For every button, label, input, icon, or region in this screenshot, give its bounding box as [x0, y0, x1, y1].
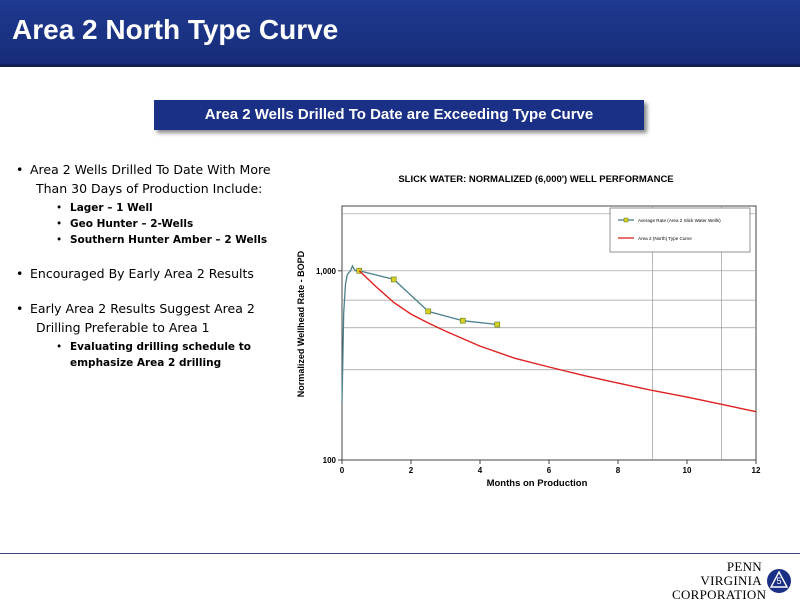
- data-point: [390, 276, 397, 283]
- bullet-item: • Early Area 2 Results Suggest Area 2 Dr…: [16, 299, 306, 371]
- title-divider: [0, 64, 800, 67]
- series-line: [358, 270, 757, 413]
- chart-svg: SLICK WATER: NORMALIZED (6,000') WELL PE…: [296, 174, 761, 489]
- logo-line-1: PENN VIRGINIA: [700, 559, 762, 588]
- y-tick-label: 100: [323, 456, 337, 465]
- data-point: [459, 317, 466, 324]
- bullet-item: • Encouraged By Early Area 2 Results: [16, 264, 306, 283]
- bullet-text: Early Area 2 Results Suggest Area 2: [30, 301, 255, 316]
- sub-bullet-item: Evaluating drilling schedule to emphasiz…: [56, 339, 306, 371]
- banner: Area 2 Wells Drilled To Date are Exceedi…: [154, 100, 644, 130]
- sub-bullet-item: Lager – 1 Well: [56, 200, 306, 216]
- data-point: [494, 321, 501, 328]
- logo-badge-icon: [767, 569, 791, 593]
- footer-divider: [0, 553, 800, 554]
- y-tick-label: 1,000: [316, 267, 337, 276]
- logo-line-2: CORPORATION: [672, 587, 767, 602]
- chart-ylabel: Normalized Wellhead Rate - BOPD: [296, 250, 306, 397]
- sub-bullet-item: Geo Hunter – 2-Wells: [56, 216, 306, 232]
- bullet-text-cont: Drilling Preferable to Area 1: [36, 320, 210, 335]
- series-line: [341, 264, 498, 404]
- page-number: 5: [776, 576, 782, 586]
- legend-label: Average Rate (Area 2 Slick Water Wells): [638, 218, 721, 223]
- data-point: [425, 308, 432, 315]
- page-title: Area 2 North Type Curve: [12, 14, 339, 45]
- legend-marker: [623, 217, 629, 223]
- legend-box: [609, 207, 751, 253]
- chart-title: SLICK WATER: NORMALIZED (6,000') WELL PE…: [398, 174, 673, 185]
- bullet-text: Encouraged By Early Area 2 Results: [30, 266, 254, 281]
- x-tick-label: 10: [683, 466, 692, 475]
- data-point: [356, 267, 363, 274]
- sub-bullet-list: Evaluating drilling schedule to emphasiz…: [56, 339, 306, 371]
- bullet-text-cont: Than 30 Days of Production Include:: [36, 181, 263, 196]
- bullet-list: • Area 2 Wells Drilled To Date With More…: [16, 160, 306, 387]
- title-bar: Area 2 North Type Curve: [0, 0, 800, 64]
- x-tick-label: 2: [409, 466, 414, 475]
- bullet-marker: •: [16, 301, 24, 316]
- chart-xlabel: Months on Production: [487, 478, 588, 489]
- x-tick-label: 8: [616, 466, 621, 475]
- bullet-text: Area 2 Wells Drilled To Date With More: [30, 162, 271, 177]
- company-logo: PENN VIRGINIA CORPORATION: [672, 559, 767, 602]
- legend-label: Area 2 (North) Type Curve: [638, 236, 692, 241]
- bullet-marker: •: [16, 266, 24, 281]
- x-tick-label: 12: [752, 466, 761, 475]
- bullet-item: • Area 2 Wells Drilled To Date With More…: [16, 160, 306, 248]
- x-tick-label: 4: [478, 466, 483, 475]
- x-tick-label: 6: [547, 466, 552, 475]
- sub-bullet-list: Lager – 1 Well Geo Hunter – 2-Wells Sout…: [56, 200, 306, 248]
- bullet-marker: •: [16, 162, 24, 177]
- sub-bullet-item: Southern Hunter Amber – 2 Wells: [56, 232, 306, 248]
- x-tick-label: 0: [340, 466, 345, 475]
- chart: SLICK WATER: NORMALIZED (6,000') WELL PE…: [290, 168, 780, 498]
